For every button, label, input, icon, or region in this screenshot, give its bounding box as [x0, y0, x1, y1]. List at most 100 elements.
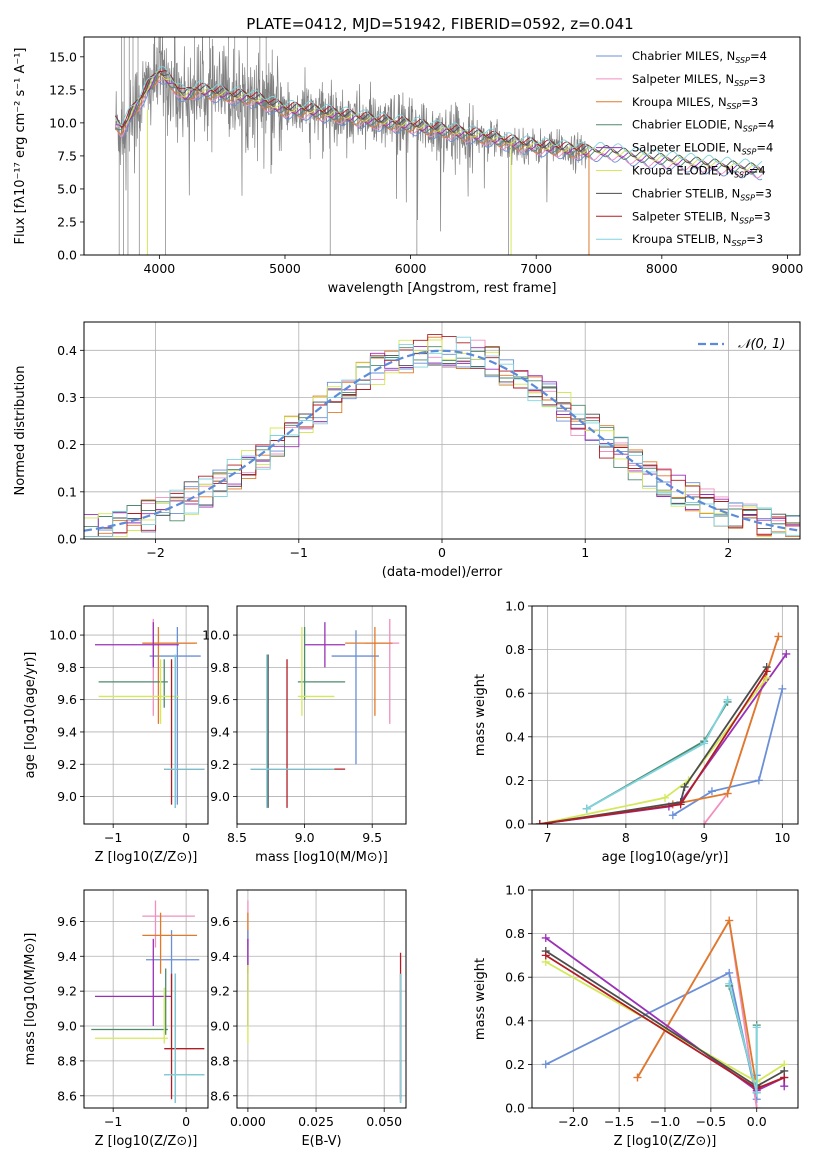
weight-point-marker	[782, 649, 791, 658]
axes-frame	[531, 605, 799, 825]
plot-area	[535, 632, 791, 824]
y-tick-label: 2.5	[57, 214, 77, 229]
y-tick-label: 9.0	[57, 1019, 77, 1034]
y-tick-label: 7.5	[57, 148, 77, 163]
y-tick-label: 12.5	[49, 82, 77, 97]
x-axis-label: mass [log10(M/M⊙)]	[255, 850, 388, 865]
y-tick-label: 0.1	[57, 484, 77, 499]
panels: 4000 5000 6000 7000 8000 90000.02.55.07.510.0…	[13, 36, 803, 1149]
plot-area	[250, 618, 400, 808]
weight-point-marker	[725, 968, 734, 977]
y-tick-label: 9.4	[210, 724, 230, 739]
model-fit-line	[115, 71, 763, 175]
panel-spectrum: 4000 5000 6000 7000 8000 9000 0.0 2.5 5.0 7.5 10.0…	[13, 36, 803, 296]
weight-series-line	[672, 688, 784, 817]
y-tick-label: 10.0	[49, 115, 77, 130]
legend-label: Chabrier ELODIE, NSSP=4	[632, 118, 774, 134]
legend-label: Salpeter STELIB, NSSP=3	[632, 209, 771, 225]
y-tick-label: 0.8	[505, 642, 525, 657]
model-fit-line	[115, 71, 763, 171]
legend-label: Salpeter MILES, NSSP=3	[632, 72, 766, 88]
figure-title: PLATE=0412, MJD=51942, FIBERID=0592, z=0…	[246, 15, 633, 33]
residual-histogram	[84, 336, 800, 538]
y-tick-label: 10.0	[202, 628, 230, 643]
x-axis-label: (data-model)/error	[382, 565, 503, 580]
x-tick-label: 6000	[395, 261, 427, 276]
legend-label: Kroupa ELODIE, NSSP=4	[632, 164, 766, 180]
weight-point-marker	[535, 820, 544, 824]
plot-area	[84, 334, 800, 538]
model-fit-line	[115, 70, 763, 173]
weight-point-marker	[541, 951, 550, 960]
normal-legend-label: 𝒩(0, 1)	[738, 337, 785, 352]
legend-label: Salpeter ELODIE, NSSP=4	[632, 141, 773, 157]
y-tick-label: 9.2	[57, 757, 77, 772]
x-tick-label: 0	[438, 545, 446, 560]
plot-area	[541, 916, 789, 1108]
y-tick-label: 0.4	[57, 343, 77, 358]
legend-label: Chabrier STELIB, NSSP=3	[632, 186, 772, 202]
weight-series-line	[545, 937, 786, 1092]
y-tick-label: 15.0	[49, 49, 77, 64]
y-tick-label: 9.6	[57, 692, 77, 707]
y-tick-label: 0.2	[57, 437, 77, 452]
legend-label: Kroupa STELIB, NSSP=3	[632, 232, 763, 248]
weight-point-marker	[778, 684, 787, 693]
weight-point-marker	[752, 1088, 761, 1097]
x-tick-label: −2	[146, 545, 164, 560]
y-tick-label: 0.8	[505, 926, 525, 941]
y-tick-label: 8.6	[57, 1088, 77, 1103]
legend-label-sub: SSP	[740, 193, 755, 202]
y-tick-label: 9.0	[57, 789, 77, 804]
y-tick-label: 0.2	[505, 1057, 525, 1072]
x-tick-label: −1	[290, 545, 308, 560]
normal-curve	[84, 349, 800, 532]
y-axis-label: mass [log10(M/M⊙)]	[23, 933, 38, 1066]
legend-label-value: =3	[741, 95, 758, 109]
weight-point-marker	[680, 782, 689, 791]
x-tick-label: 0	[182, 830, 190, 845]
weight-point-marker	[752, 1023, 761, 1032]
weight-point-marker	[723, 695, 732, 704]
legend-label-main: Kroupa MILES, N	[632, 95, 727, 109]
x-tick-label: 7000	[520, 261, 552, 276]
legend-label-sub: SSP	[727, 102, 742, 111]
x-tick-label: −1	[104, 1114, 122, 1129]
model-fit-line	[114, 70, 590, 150]
weight-point-marker	[668, 811, 677, 820]
weight-series-line	[545, 971, 758, 1100]
axes-frame	[531, 889, 799, 1109]
y-axis-label: mass weight	[473, 958, 488, 1040]
y-tick-label: 9.6	[210, 914, 230, 929]
panel-residuals: −2 −1 0 1 2 0.0 0.1 0.2 0.3 0.4 (data-model)/error…	[13, 321, 801, 580]
x-tick-label: 9.5	[362, 830, 382, 845]
legend-label-main: Salpeter ELODIE, N	[632, 141, 742, 155]
panel-ebv-mass: 0.000 0.025 0.050 8.6 8.8 9.0 9.2 9.4 9.6 E(B-V)	[210, 889, 407, 1149]
x-tick-label: 1	[581, 545, 589, 560]
panel-age-weight: 7 8 9 10 0.0 0.2 0.4 0.6 0.8 1.0 age [log10(age/yr…	[473, 599, 799, 865]
weight-point-marker	[707, 787, 716, 796]
weight-point-marker	[780, 1082, 789, 1091]
weight-point-marker	[676, 800, 685, 809]
axes-frame	[236, 605, 407, 825]
legend-label-value: =4	[749, 164, 766, 178]
y-tick-label: 1.0	[505, 599, 525, 614]
y-tick-label: 8.6	[210, 1088, 230, 1103]
weight-series-line	[636, 917, 758, 1089]
plot-area	[94, 618, 205, 808]
axes-frame	[236, 889, 407, 1109]
y-tick-label: 9.2	[57, 984, 77, 999]
x-tick-label: 8	[622, 830, 630, 845]
weight-point-marker	[541, 1060, 550, 1069]
weight-point-marker	[582, 804, 591, 813]
x-tick-label: 9.0	[295, 830, 315, 845]
legend-label-value: =3	[749, 72, 766, 86]
observed-spectrum	[115, 37, 590, 232]
y-tick-label: 9.2	[210, 984, 230, 999]
weight-point-marker	[541, 933, 550, 942]
legend-label-value: =4	[758, 118, 775, 132]
x-axis-label: age [log10(age/yr)]	[602, 850, 729, 865]
x-tick-label: 0	[182, 1114, 190, 1129]
